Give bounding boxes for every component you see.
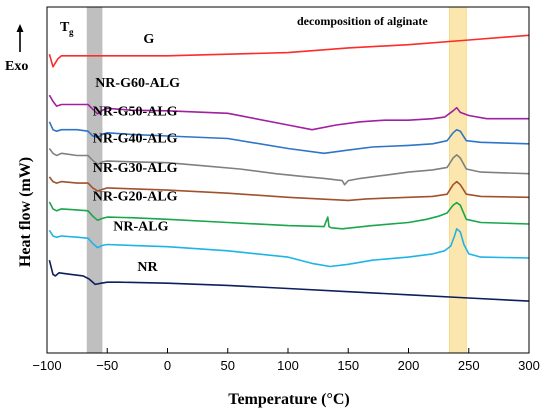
tg-subscript: g bbox=[69, 27, 74, 37]
series-line-nr-g20-alg bbox=[48, 201, 530, 230]
series-line-g bbox=[48, 34, 530, 68]
x-tick-label: −100 bbox=[32, 358, 61, 373]
curve-labels: G NR-G60-ALG NR-G50-ALG NR-G40-ALG NR-G30-AL… bbox=[93, 32, 180, 275]
x-tick-label: 200 bbox=[398, 358, 420, 373]
series-label-nr-g60-alg: NR-G60-ALG bbox=[95, 76, 180, 91]
x-tick-label: −50 bbox=[96, 358, 118, 373]
x-axis-title: Temperature (°C) bbox=[228, 391, 349, 408]
decomposition-label: decomposition of alginate bbox=[297, 14, 428, 28]
series-line-nr-g60-alg bbox=[48, 94, 529, 131]
tg-annotation: T g bbox=[60, 20, 74, 37]
exo-indicator: Exo bbox=[5, 24, 28, 74]
series-line-nr-g30-alg bbox=[48, 176, 530, 202]
exo-arrowhead-icon bbox=[16, 24, 24, 32]
series-label-nr-alg: NR-ALG bbox=[113, 219, 168, 234]
highlight-bands bbox=[86, 6, 467, 354]
y-axis-title: Heat flow (mW) bbox=[17, 157, 34, 267]
exo-label: Exo bbox=[5, 59, 28, 74]
x-tick-label: 300 bbox=[518, 358, 540, 373]
series-label-nr: NR bbox=[137, 260, 158, 275]
decomposition-band bbox=[449, 6, 467, 354]
x-axis-ticks: −100 −50 0 50 100 150 200 250 300 bbox=[32, 348, 540, 373]
x-tick-label: 150 bbox=[337, 358, 359, 373]
series-line-nr-g40-alg bbox=[48, 148, 530, 186]
series-label-nr-g50-alg: NR-G50-ALG bbox=[93, 105, 178, 120]
x-tick-label: 100 bbox=[277, 358, 299, 373]
series-line-nr bbox=[48, 260, 530, 302]
series-label-nr-g40-alg: NR-G40-ALG bbox=[93, 131, 178, 146]
series-line-nr-g50-alg bbox=[48, 121, 530, 155]
series-line-nr-alg bbox=[48, 228, 530, 268]
tg-label: T bbox=[60, 20, 70, 35]
curves bbox=[48, 34, 530, 302]
x-tick-label: 50 bbox=[221, 358, 235, 373]
x-tick-label: 250 bbox=[458, 358, 480, 373]
x-tick-label: 0 bbox=[164, 358, 171, 373]
series-label-nr-g20-alg: NR-G20-ALG bbox=[93, 189, 178, 204]
series-label-g: G bbox=[143, 32, 154, 47]
tg-band bbox=[86, 7, 103, 353]
series-label-nr-g30-alg: NR-G30-ALG bbox=[93, 161, 178, 176]
